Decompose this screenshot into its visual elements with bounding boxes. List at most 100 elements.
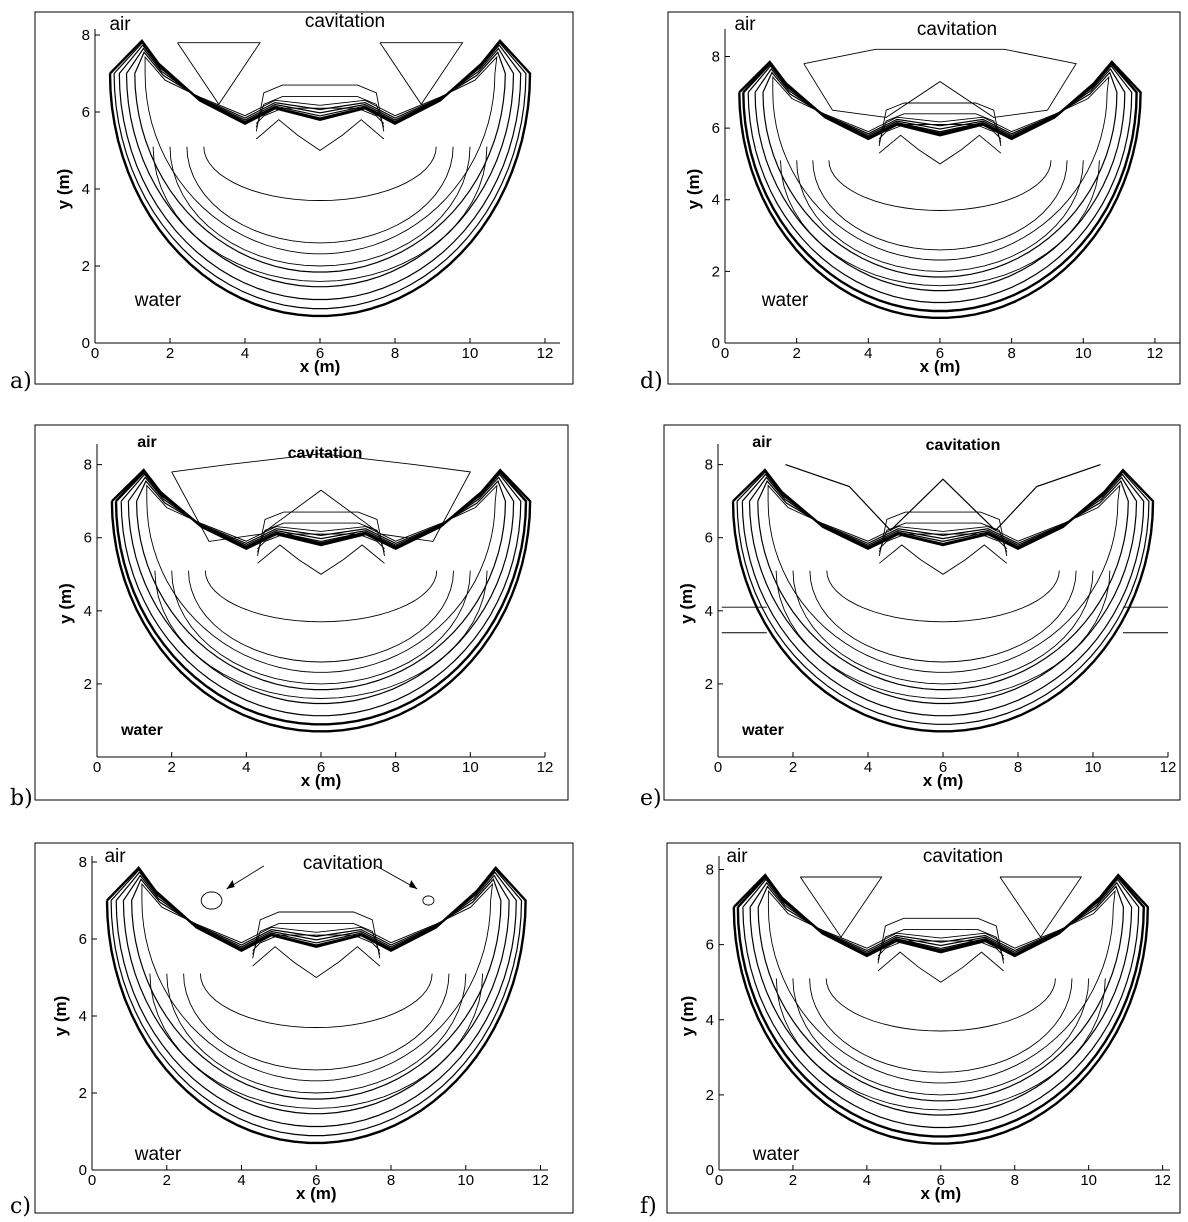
x-tick-label: 4	[241, 345, 249, 362]
contour-bump	[878, 134, 1002, 165]
contour-ring	[127, 476, 515, 705]
contour-bump	[252, 934, 381, 951]
label-cavitation: cavitation	[917, 19, 997, 40]
contour-ring	[120, 473, 522, 717]
contour-bump	[878, 533, 1008, 550]
y-tick-label: 0	[712, 335, 720, 352]
contour-arc	[204, 570, 438, 623]
contour-arc	[169, 146, 471, 267]
panel-e: 0 2 4 6 8 10 12 2 4 6 8 x (m) y (m) air cavitation wate…	[640, 424, 1181, 811]
label-air: air	[752, 434, 772, 451]
x-tick-label: 2	[163, 1172, 171, 1189]
contour-arc	[149, 973, 484, 1109]
y-tick-label: 8	[84, 457, 92, 474]
panel-letter: d)	[640, 369, 663, 394]
contour-arc	[166, 973, 467, 1094]
contour-bump	[878, 522, 1008, 553]
y-tick-label: 0	[82, 335, 90, 352]
x-tick-label: 6	[939, 759, 947, 776]
panel-letter: c)	[10, 1194, 31, 1219]
cavitation-region	[785, 464, 1101, 532]
x-tick-label: 8	[1007, 345, 1015, 362]
contour-bump	[879, 544, 1008, 575]
label-cavitation: cavitation	[288, 445, 363, 462]
y-tick-label: 0	[706, 1162, 714, 1179]
label-water: water	[752, 1144, 800, 1165]
x-tick-label: 8	[387, 1172, 395, 1189]
contour-arc	[809, 570, 1077, 663]
label-water: water	[134, 290, 182, 311]
y-tick-label: 4	[706, 1012, 714, 1029]
y-tick-label: 8	[712, 48, 720, 65]
y-tick-label: 8	[706, 862, 714, 879]
y-axis-title: y (m)	[684, 169, 703, 210]
panel-letter: e)	[640, 786, 662, 811]
panel-frame	[667, 11, 1181, 385]
contour-arc	[812, 160, 1068, 251]
contour-ring	[757, 479, 1129, 691]
y-tick-label: 4	[79, 1008, 87, 1025]
contour-ring	[748, 476, 1138, 705]
x-axis-title: x (m)	[296, 1184, 337, 1203]
panel-f: 0 2 4 6 8 10 12 0 2 4 6 8 x (m) y (m) air cavitation wat…	[640, 842, 1181, 1219]
label-water: water	[134, 1144, 182, 1165]
x-axis-title: x (m)	[920, 1184, 961, 1203]
x-tick-label: 8	[1014, 759, 1022, 776]
panel-frame	[663, 424, 1181, 801]
label-cavitation: cavitation	[923, 846, 1003, 867]
contour-arc	[154, 570, 488, 699]
contour-arc	[203, 146, 437, 201]
contour-arc	[828, 160, 1052, 211]
y-axis-title: y (m)	[56, 583, 75, 624]
contour-bump	[877, 917, 1005, 964]
y-tick-label: 4	[84, 603, 92, 620]
x-tick-label: 2	[167, 759, 175, 776]
panel-frame	[34, 424, 569, 801]
contour-arc	[775, 978, 1106, 1111]
cavitation-region	[422, 895, 435, 906]
cavitation-region	[799, 876, 883, 938]
contour-ring	[772, 75, 1110, 261]
x-tick-label: 0	[93, 759, 101, 776]
x-axis-title: x (m)	[300, 357, 341, 376]
x-tick-label: 0	[91, 345, 99, 362]
y-tick-label: 4	[705, 603, 713, 620]
contour-bump	[877, 940, 1004, 957]
x-tick-label: 8	[391, 345, 399, 362]
cavitation-region	[803, 48, 1077, 118]
contour-arc	[780, 160, 1100, 287]
contour-ring	[762, 71, 1118, 278]
x-tick-label: 2	[789, 1172, 797, 1189]
contour-lines	[732, 873, 1150, 1145]
y-tick-label: 6	[706, 937, 714, 954]
contour-bump	[255, 84, 385, 132]
y-axis-title: y (m)	[54, 169, 73, 210]
cavitation-region	[999, 876, 1083, 938]
contour-bump	[252, 911, 381, 959]
contour-arc	[792, 978, 1090, 1096]
contour-lines	[738, 48, 1142, 319]
x-tick-label: 10	[1080, 1172, 1097, 1189]
label-cavitation: cavitation	[926, 437, 1001, 454]
x-tick-label: 12	[532, 1172, 549, 1189]
contour-arc	[171, 570, 471, 685]
x-tick-label: 12	[537, 759, 554, 776]
x-tick-label: 0	[715, 1172, 723, 1189]
contour-ring	[118, 44, 522, 301]
y-tick-label: 6	[79, 931, 87, 948]
contour-ring	[742, 878, 1140, 1129]
panel-c: 0 2 4 6 8 10 12 0 2 4 6 8 x (m) y (m) air cavitation wat…	[10, 842, 574, 1219]
panel-letter: b)	[10, 786, 33, 811]
x-tick-label: 6	[317, 759, 325, 776]
cavitation-region	[177, 42, 261, 106]
y-axis-title: y (m)	[677, 583, 696, 624]
x-tick-label: 12	[1160, 759, 1177, 776]
x-tick-label: 4	[864, 345, 872, 362]
contour-lines	[105, 865, 527, 1145]
label-water: water	[761, 290, 809, 311]
y-tick-label: 2	[706, 1087, 714, 1104]
contour-ring	[146, 484, 498, 673]
x-tick-label: 4	[237, 1172, 245, 1189]
contour-bump	[878, 113, 1002, 143]
contour-ring	[767, 889, 1116, 1084]
